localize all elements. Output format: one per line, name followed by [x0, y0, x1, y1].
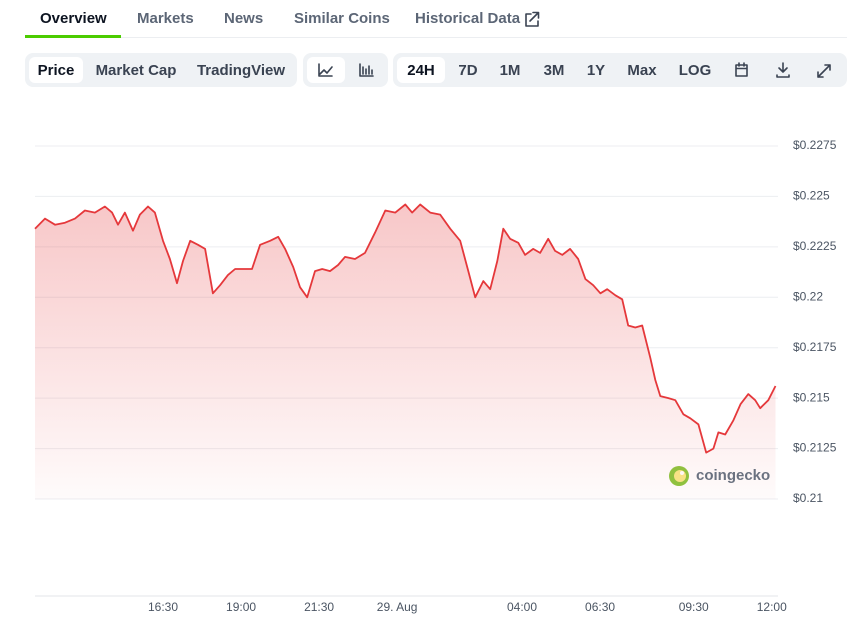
y-tick-label: $0.225: [793, 189, 830, 203]
range-button[interactable]: 24H: [407, 62, 435, 79]
tab[interactable]: Similar Coins: [294, 10, 390, 27]
tab[interactable]: Overview: [40, 10, 107, 27]
active-chart-type: [307, 57, 345, 83]
range-button[interactable]: LOG: [679, 62, 712, 79]
view-button[interactable]: TradingView: [197, 62, 285, 79]
y-tick-label: $0.2225: [793, 239, 837, 253]
y-tick-label: $0.2275: [793, 138, 837, 152]
active-range: [397, 57, 445, 83]
watermark: coingecko: [696, 467, 770, 484]
view-button[interactable]: Market Cap: [96, 62, 177, 79]
y-tick-label: $0.22: [793, 289, 823, 303]
price-area: [35, 204, 776, 499]
x-tick-label: 16:30: [148, 600, 178, 614]
active-tab-underline: [25, 35, 121, 38]
range-group: [393, 53, 847, 87]
y-tick-label: $0.21: [793, 491, 823, 505]
view-group: [25, 53, 297, 87]
fullscreen-icon[interactable]: [817, 64, 831, 78]
x-tick-label: 29. Aug: [377, 600, 418, 614]
range-button[interactable]: 7D: [458, 62, 477, 79]
calendar-icon[interactable]: [735, 62, 748, 77]
price-line: [34, 203, 777, 454]
x-tick-label: 19:00: [226, 600, 256, 614]
range-button[interactable]: 1Y: [587, 62, 605, 79]
x-tick-label: 04:00: [507, 600, 537, 614]
view-button[interactable]: Price: [38, 62, 75, 79]
tab[interactable]: Historical Data: [415, 10, 521, 27]
tab[interactable]: News: [224, 10, 263, 27]
candle-chart-icon[interactable]: [359, 63, 374, 77]
y-tick-label: $0.2175: [793, 340, 837, 354]
x-tick-label: 09:30: [679, 600, 709, 614]
line-chart-icon[interactable]: [318, 63, 333, 77]
x-tick-label: 12:00: [757, 600, 787, 614]
y-tick-label: $0.2125: [793, 441, 837, 455]
tab[interactable]: Markets: [137, 10, 194, 27]
external-link-icon: [525, 11, 540, 27]
x-tick-label: 21:30: [304, 600, 334, 614]
range-button[interactable]: 3M: [544, 62, 565, 79]
range-button[interactable]: Max: [627, 62, 657, 79]
active-view: [29, 57, 83, 83]
y-tick-label: $0.215: [793, 390, 830, 404]
x-tick-label: 06:30: [585, 600, 615, 614]
download-icon[interactable]: [776, 62, 790, 78]
range-button[interactable]: 1M: [500, 62, 521, 79]
